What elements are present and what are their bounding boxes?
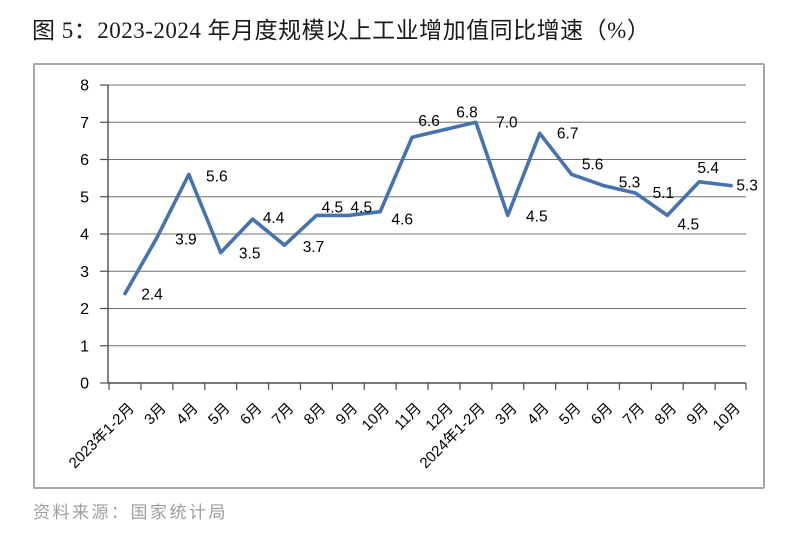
x-tick-label: 3月 <box>492 400 521 429</box>
y-tick-label: 0 <box>80 376 89 393</box>
data-label: 4.5 <box>351 199 373 216</box>
data-label: 5.6 <box>206 168 228 185</box>
data-label: 6.7 <box>557 125 579 142</box>
y-tick-label: 6 <box>80 152 89 169</box>
data-labels: 2.4 3.9 5.6 3.5 4.4 3.7 4.5 4.5 4.6 6.6 6.8 7.0 4.5 6… <box>141 105 758 304</box>
x-tick-label: 6月 <box>588 400 617 429</box>
data-label: 4.4 <box>263 210 285 227</box>
x-tick-label: 4月 <box>524 400 553 429</box>
x-tick-label: 7月 <box>269 400 298 429</box>
x-tick-label: 7月 <box>620 400 649 429</box>
y-tick-label: 1 <box>80 338 89 355</box>
x-tick-label: 10月 <box>710 400 744 434</box>
x-tick-label: 8月 <box>301 400 330 429</box>
data-label: 2.4 <box>141 287 163 304</box>
data-series-line <box>123 120 733 296</box>
data-label: 6.6 <box>418 113 440 130</box>
x-tick-label: 10月 <box>359 400 393 434</box>
data-label: 4.5 <box>526 208 548 225</box>
x-tick-label: 11月 <box>391 400 425 434</box>
y-tick-label: 8 <box>80 78 89 95</box>
y-tick-label: 7 <box>80 115 89 132</box>
x-tick-label: 2023年1-2月 <box>66 400 138 472</box>
source-note: 资料来源：国家统计局 <box>33 503 228 522</box>
x-tick-label: 9月 <box>333 400 362 429</box>
y-tick-label: 3 <box>80 264 89 281</box>
chart-frame: 0 1 2 3 4 5 6 7 8 2023年1-2月 3月 4月 5月 6月 7月 8月 9月 10月 11月 12… <box>33 63 765 489</box>
x-tick-label: 8月 <box>652 400 681 429</box>
x-tick-label: 5月 <box>556 400 585 429</box>
data-label: 3.5 <box>239 246 261 263</box>
figure-title: 图 5：2023-2024 年月度规模以上工业增加值同比增速（%） <box>32 18 651 43</box>
data-label: 5.1 <box>653 185 675 202</box>
x-tick-labels: 2023年1-2月 3月 4月 5月 6月 7月 8月 9月10月11月12月2024年1-2… <box>66 400 744 472</box>
x-tick-label: 9月 <box>684 400 713 429</box>
data-label: 5.3 <box>619 175 641 192</box>
x-ticks <box>108 383 747 390</box>
x-tick-label: 4月 <box>173 400 202 429</box>
y-tick-label: 5 <box>80 189 89 206</box>
data-label: 3.9 <box>175 232 197 249</box>
y-tick-label: 4 <box>80 227 89 244</box>
data-label: 4.5 <box>322 199 344 216</box>
data-label: 4.6 <box>391 212 413 229</box>
data-label: 5.6 <box>582 156 604 173</box>
line-chart: 0 1 2 3 4 5 6 7 8 2023年1-2月 3月 4月 5月 6月 7月 8月 9月10月11月12… <box>66 78 758 472</box>
x-tick-label: 6月 <box>237 400 266 429</box>
x-tick-label: 3月 <box>141 400 170 429</box>
data-label: 5.4 <box>697 160 719 177</box>
data-label: 4.5 <box>678 216 700 233</box>
data-label: 3.7 <box>303 239 325 256</box>
data-label: 5.3 <box>736 178 758 195</box>
data-label: 6.8 <box>456 105 478 122</box>
y-ticks: 0 1 2 3 4 5 6 7 8 <box>80 78 108 393</box>
data-label: 7.0 <box>496 114 518 131</box>
x-tick-label: 5月 <box>205 400 234 429</box>
y-tick-label: 2 <box>80 301 89 318</box>
